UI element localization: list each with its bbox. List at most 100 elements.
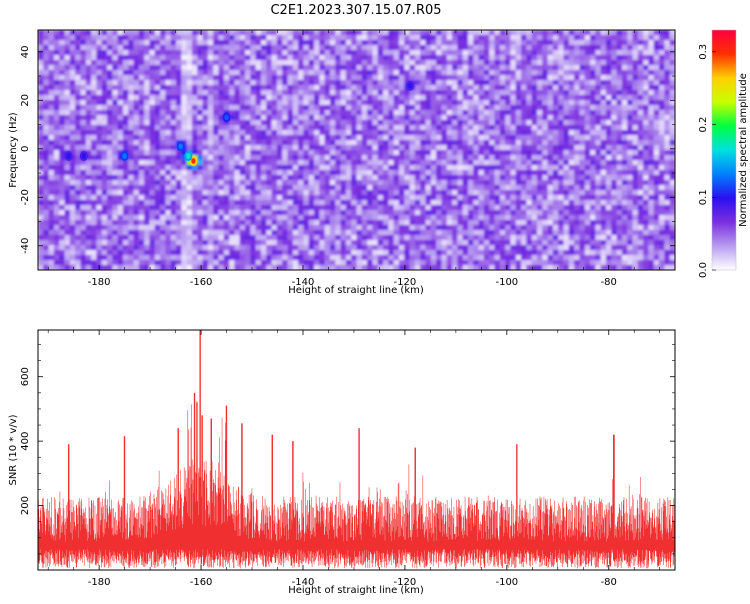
- heatmap-cell: [122, 165, 129, 171]
- heatmap-cell: [467, 170, 474, 176]
- heatmap-cell: [191, 45, 198, 51]
- heatmap-cell: [165, 205, 172, 211]
- heatmap-cell: [478, 205, 485, 211]
- heatmap-cell: [430, 85, 437, 91]
- heatmap-cell: [75, 100, 82, 106]
- heatmap-cell: [340, 135, 347, 141]
- heatmap-cell: [340, 145, 347, 151]
- heatmap-cell: [616, 65, 623, 71]
- heatmap-cell: [282, 75, 289, 81]
- heatmap-cell: [574, 210, 581, 216]
- heatmap-cell: [191, 40, 198, 46]
- heatmap-cell: [181, 210, 188, 216]
- heatmap-cell: [605, 75, 612, 81]
- heatmap-cell: [38, 95, 44, 101]
- heatmap-cell: [160, 50, 166, 56]
- heatmap-cell: [160, 185, 166, 191]
- heatmap-cell: [388, 205, 395, 211]
- heatmap-cell: [75, 220, 82, 226]
- heatmap-cell: [452, 115, 458, 121]
- heatmap-cell: [128, 170, 135, 176]
- heatmap-cell: [616, 50, 623, 56]
- heatmap-cell: [584, 75, 591, 81]
- heatmap-cell: [467, 140, 474, 146]
- heatmap-cell: [101, 230, 108, 236]
- heatmap-cell: [510, 225, 517, 231]
- heatmap-cell: [91, 105, 97, 111]
- heatmap-cell: [181, 60, 188, 66]
- heatmap-cell: [558, 195, 565, 201]
- heatmap-cell: [648, 75, 655, 81]
- heatmap-cell: [319, 220, 326, 226]
- heatmap-cell: [398, 205, 405, 211]
- heatmap-cell: [510, 150, 517, 156]
- heatmap-cell: [632, 90, 639, 96]
- heatmap-cell: [462, 215, 469, 221]
- heatmap-cell: [351, 210, 358, 216]
- heatmap-cell: [85, 215, 92, 221]
- heatmap-cell: [59, 50, 66, 56]
- heatmap-cell: [377, 135, 384, 141]
- heatmap-cell: [59, 185, 66, 191]
- heatmap-cell: [653, 195, 660, 201]
- heatmap-cell: [271, 70, 278, 76]
- heatmap-cell: [558, 105, 565, 111]
- heatmap-cell: [75, 145, 82, 151]
- heatmap-cell: [521, 140, 527, 146]
- heatmap-cell: [489, 165, 496, 171]
- heatmap-cell: [43, 180, 50, 186]
- heatmap-cell: [314, 210, 320, 216]
- heatmap-cell: [494, 195, 501, 201]
- heatmap-cell: [276, 165, 283, 171]
- heatmap-cell: [659, 110, 665, 116]
- heatmap-cell: [255, 155, 262, 161]
- heatmap-cell: [441, 100, 448, 106]
- heatmap-cell: [255, 225, 262, 231]
- heatmap-cell: [467, 130, 474, 136]
- heatmap-cell: [48, 115, 55, 121]
- heatmap-cell: [91, 60, 97, 66]
- heatmap-cell: [107, 85, 113, 91]
- heatmap-cell: [558, 30, 565, 36]
- heatmap-cell: [377, 190, 384, 196]
- heatmap-cell: [91, 80, 97, 86]
- heatmap-cell: [510, 130, 517, 136]
- heatmap-cell: [250, 65, 257, 71]
- heatmap-cell: [107, 165, 113, 171]
- heatmap-cell: [53, 60, 60, 66]
- heatmap-cell: [340, 195, 347, 201]
- heatmap-cell: [664, 205, 671, 211]
- heatmap-cell: [393, 115, 400, 121]
- heatmap-cell: [207, 165, 214, 171]
- heatmap-cell: [133, 205, 140, 211]
- heatmap-cell: [335, 55, 342, 61]
- heatmap-cell: [234, 230, 241, 236]
- heatmap-cell: [531, 140, 538, 146]
- heatmap-cell: [223, 140, 230, 146]
- heatmap-cell: [361, 120, 368, 126]
- heatmap-cell: [176, 75, 182, 81]
- heatmap-cell: [43, 95, 50, 101]
- heatmap-cell: [361, 195, 368, 201]
- heatmap-cell: [404, 160, 411, 166]
- heatmap-cell: [335, 170, 342, 176]
- heatmap-cell: [245, 30, 251, 36]
- heatmap-cell: [600, 160, 607, 166]
- heatmap-cell: [383, 40, 389, 46]
- heatmap-cell: [452, 230, 458, 236]
- heatmap-cell: [388, 165, 395, 171]
- heatmap-cell: [303, 50, 310, 56]
- heatmap-cell: [483, 225, 490, 231]
- heatmap-cell: [292, 95, 299, 101]
- heatmap-cell: [255, 130, 262, 136]
- heatmap-cell: [584, 65, 591, 71]
- heatmap-cell: [552, 190, 559, 196]
- heatmap-cell: [186, 55, 193, 61]
- heatmap-cell: [446, 190, 453, 196]
- heatmap-cell: [80, 85, 87, 91]
- heatmap-cell: [648, 40, 655, 46]
- heatmap-cell: [611, 85, 618, 91]
- heatmap-cell: [388, 65, 395, 71]
- heatmap-cell: [351, 130, 358, 136]
- heatmap-cell: [170, 125, 177, 131]
